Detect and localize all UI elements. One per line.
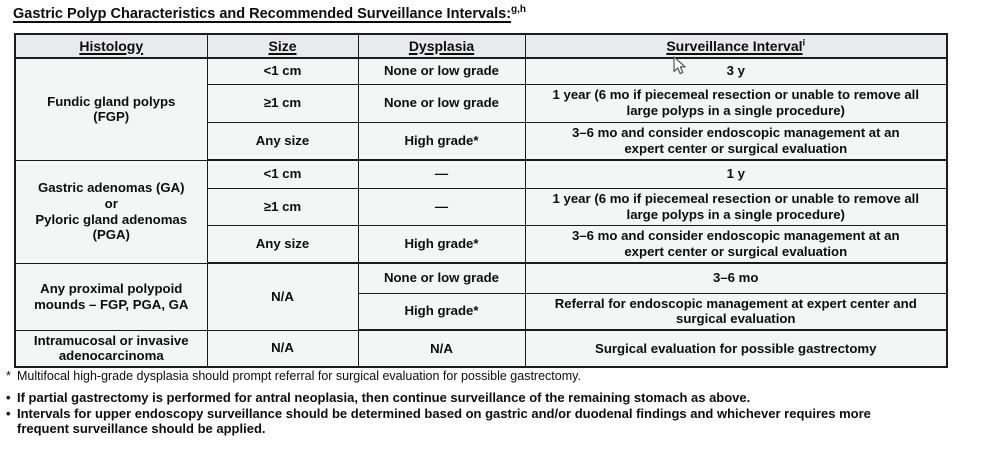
- interval-cell: 1 year (6 mo if piecemeal resection or u…: [524, 83, 948, 123]
- size-cell: <1 cm: [206, 57, 359, 85]
- mouse-cursor-icon: [673, 56, 686, 75]
- table-row: Fundic gland polyps (FGP) <1 cm None or …: [14, 57, 948, 161]
- footnote-bullet-1: • If partial gastrectomy is performed fo…: [6, 390, 1000, 405]
- footnote-bullet-2: • Intervals for upper endoscopy surveill…: [6, 406, 1000, 436]
- dysplasia-cell: N/A: [357, 329, 526, 368]
- histology-cell-proximal-mounds: Any proximal polypoid mounds – FGP, PGA,…: [14, 262, 208, 331]
- page-title-superscript: g,h: [511, 4, 527, 16]
- interval-cell: 3–6 mo: [524, 262, 948, 294]
- histology-cell-adenocarcinoma: Intramucosal or invasive adenocarcinoma: [14, 329, 208, 368]
- bullet-marker: •: [6, 389, 11, 405]
- col-header-surveillance-interval-superscript: i: [802, 37, 806, 49]
- histology-cell-fgp: Fundic gland polyps (FGP): [14, 57, 208, 161]
- col-header-surveillance-interval-label: Surveillance Interval: [666, 37, 803, 54]
- table-row: Intramucosal or invasive adenocarcinoma …: [14, 329, 948, 368]
- size-cell: <1 cm: [206, 159, 359, 189]
- col-header-surveillance-interval: Surveillance Intervali: [524, 33, 948, 59]
- col-header-size-label: Size: [268, 37, 297, 54]
- footnote-text: Multifocal high-grade dysplasia should p…: [17, 369, 581, 383]
- surveillance-table: Histology Size Dysplasia Surveillance In…: [14, 33, 948, 368]
- dysplasia-cell: None or low grade: [357, 262, 526, 294]
- dysplasia-cell: High grade*: [357, 121, 526, 161]
- dysplasia-cell: None or low grade: [357, 57, 526, 85]
- page-title-text: Gastric Polyp Characteristics and Recomm…: [13, 6, 512, 22]
- footnote-text: Intervals for upper endoscopy surveillan…: [17, 405, 871, 436]
- size-cell: ≥1 cm: [206, 187, 359, 226]
- interval-cell: Surgical evaluation for possible gastrec…: [524, 329, 948, 368]
- asterisk-marker: *: [6, 369, 11, 383]
- header-row: Histology Size Dysplasia Surveillance In…: [14, 33, 948, 59]
- interval-cell: 1 year (6 mo if piecemeal resection or u…: [524, 187, 948, 226]
- col-header-size: Size: [206, 33, 359, 59]
- interval-cell: 3 y: [524, 57, 948, 85]
- dysplasia-cell: —: [357, 187, 526, 226]
- col-header-dysplasia: Dysplasia: [357, 33, 526, 59]
- dysplasia-cell: —: [357, 159, 526, 189]
- footnotes: * Multifocal high-grade dysplasia should…: [6, 369, 1000, 437]
- col-header-histology: Histology: [14, 33, 208, 59]
- interval-cell: 3–6 mo and consider endoscopic managemen…: [524, 121, 948, 161]
- size-cell: N/A: [206, 329, 359, 368]
- size-cell-na: N/A: [206, 262, 359, 331]
- table-row: ≥1 cm None or low grade 1 year (6 mo if …: [15, 83, 948, 123]
- size-cell: Any size: [206, 224, 359, 264]
- histology-cell-ga-pga: Gastric adenomas (GA) or Pyloric gland a…: [14, 159, 208, 264]
- interval-cell: 3–6 mo and consider endoscopic managemen…: [524, 224, 948, 264]
- dysplasia-cell: High grade*: [357, 224, 526, 264]
- size-cell: ≥1 cm: [206, 83, 359, 123]
- col-header-dysplasia-label: Dysplasia: [408, 37, 475, 54]
- table-row: High grade* Referral for endoscopic mana…: [15, 292, 948, 331]
- page-title: Gastric Polyp Characteristics and Recomm…: [13, 4, 527, 22]
- dysplasia-cell: High grade*: [357, 292, 526, 331]
- dysplasia-cell: None or low grade: [357, 83, 526, 123]
- footnote-asterisk: * Multifocal high-grade dysplasia should…: [6, 369, 1000, 384]
- col-header-histology-label: Histology: [79, 37, 144, 54]
- table-row: Any size High grade* 3–6 mo and consider…: [15, 224, 948, 264]
- interval-cell: 1 y: [524, 159, 948, 189]
- footnote-text: If partial gastrectomy is performed for …: [17, 389, 751, 405]
- size-cell: Any size: [206, 121, 359, 161]
- table-row: Any proximal polypoid mounds – FGP, PGA,…: [14, 262, 948, 331]
- table-row: Any size High grade* 3–6 mo and consider…: [15, 121, 948, 161]
- bullet-marker: •: [6, 405, 11, 421]
- interval-cell: Referral for endoscopic management at ex…: [524, 292, 948, 331]
- table-row: Gastric adenomas (GA) or Pyloric gland a…: [14, 159, 948, 264]
